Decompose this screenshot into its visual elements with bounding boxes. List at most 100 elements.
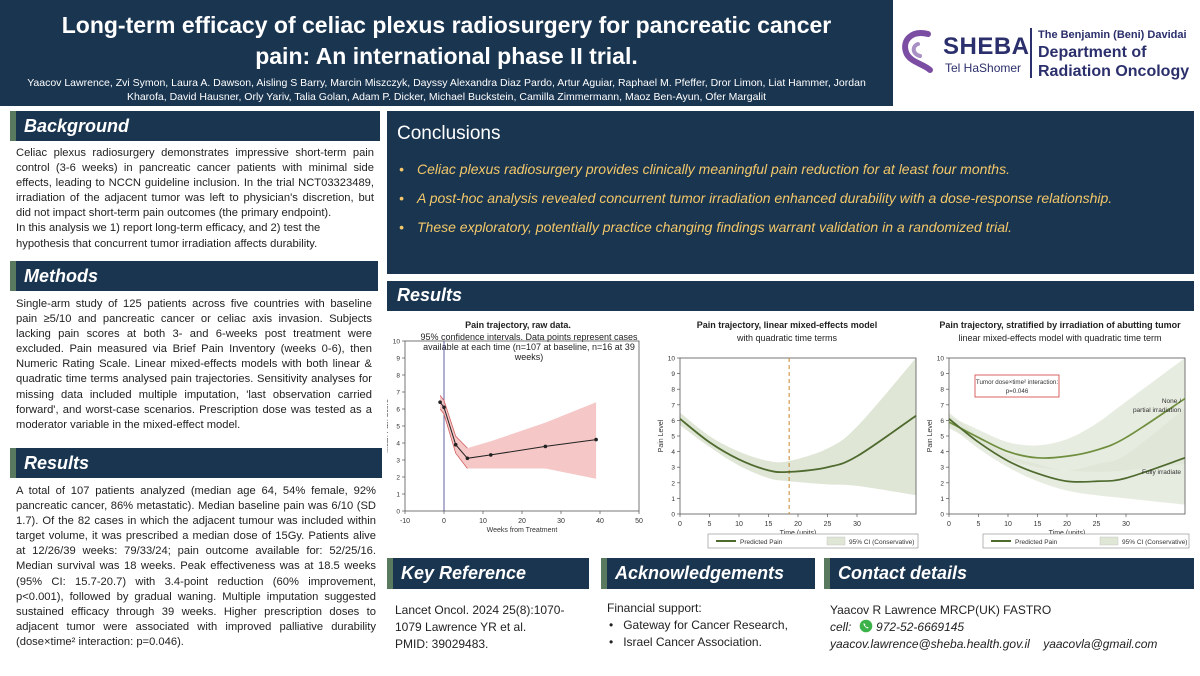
x-tick-label: 20 [518,518,526,525]
y-tick-label: 9 [396,356,400,363]
x-tick-label: 10 [1004,521,1012,528]
data-point [442,405,446,410]
series-label-full: Fully irradiate [1142,469,1181,476]
background-text: Celiac plexus radiosurgery demonstrates … [16,146,374,252]
cell-label: cell: [830,620,852,634]
y-tick-label: 8 [671,387,675,394]
chart-strat-title: Pain trajectory, stratified by irradiati… [939,320,1181,330]
chart-lme-title: Pain trajectory, linear mixed-effects mo… [696,320,878,330]
x-tick-label: 0 [947,521,951,528]
legend-label-ci: 95% CI (Conservative) [849,539,914,546]
y-tick-label: 6 [671,418,675,425]
x-tick-label: 15 [765,521,773,528]
contact-phone-row: cell: 972-52-6669145 [830,619,1194,636]
y-tick-label: 9 [940,371,944,378]
contact-name: Yaacov R Lawrence MRCP(UK) FASTRO [830,603,1052,617]
y-tick-label: 6 [940,418,944,425]
y-tick-label: 7 [396,390,400,397]
reference-line-2: 1079 Lawrence YR et al. [395,620,527,634]
y-tick-label: 9 [671,371,675,378]
contact-text: Yaacov R Lawrence MRCP(UK) FASTRO cell: … [830,602,1194,653]
reference-heading: Key Reference [387,558,589,589]
y-tick-label: 0 [396,509,400,516]
ack-item-text: Gateway for Cancer Research, [623,618,788,632]
conclusion-text: A post-hoc analysis revealed concurrent … [417,190,1113,206]
conclusions-heading: Conclusions [397,123,501,144]
chart-raw-panel: Pain trajectory, raw data. 95% confidenc… [387,316,649,542]
conclusion-text: Celiac plexus radiosurgery provides clin… [417,161,1010,177]
chart-strat-panel: Pain trajectory, stratified by irradiati… [927,316,1193,550]
y-tick-label: 10 [668,356,676,363]
annotation-line-2: p=0.046 [1006,388,1029,395]
x-tick-label: 30 [1122,521,1130,528]
y-axis-label: Pain Level [927,419,934,452]
conclusions-list: • Celiac plexus radiosurgery provides cli… [387,145,1194,242]
x-tick-label: 20 [794,521,802,528]
x-tick-label: 5 [708,521,712,528]
bullet-icon: • [609,618,624,632]
ack-intro: Financial support: [607,601,702,615]
data-point [453,442,458,447]
x-tick-label: 25 [824,521,832,528]
x-tick-label: 30 [853,521,861,528]
contact-email-row: yaacov.lawrence@sheba.health.gov.il yaac… [830,636,1194,653]
ci-band [440,395,597,479]
y-tick-label: 2 [396,475,400,482]
y-tick-label: 3 [671,465,675,472]
bullet-icon: • [399,161,404,177]
email-secondary[interactable]: yaacovla@gmail.com [1043,637,1158,651]
ack-item-text: Israel Cancer Association. [623,635,762,649]
sheba-subtitle: Tel HaShomer [945,61,1022,75]
x-tick-label: 40 [596,518,604,525]
x-tick-label: 30 [557,518,565,525]
results-text-heading: Results [10,448,382,478]
y-tick-label: 4 [940,449,944,456]
ack-item: • Israel Cancer Association. [607,634,817,651]
y-tick-label: 5 [396,424,400,431]
y-tick-label: 5 [671,434,675,441]
x-tick-label: 10 [479,518,487,525]
poster-title: Long-term efficacy of celiac plexus radi… [61,12,832,69]
bullet-icon: • [609,635,624,649]
y-tick-label: 1 [940,496,944,503]
conclusions-panel: Conclusions • Celiac plexus radiosurgery … [387,111,1194,274]
dept-line-3: Radiation Oncology [1038,63,1190,80]
y-tick-label: 7 [940,402,944,409]
data-point [465,456,470,461]
logo-divider [1030,28,1032,78]
x-tick-label: 50 [635,518,643,525]
y-tick-label: 7 [671,402,675,409]
data-point [543,444,548,449]
y-tick-label: 1 [671,496,675,503]
y-tick-label: 8 [396,373,400,380]
series-label-none-2: partial irradiation [1133,407,1181,414]
x-axis-label: Time (units) [1049,530,1086,537]
ci-band-series-2 [949,407,1185,505]
series-line-2 [948,418,1186,483]
email-primary[interactable]: yaacov.lawrence@sheba.health.gov.il [830,637,1030,651]
series-line-1 [948,397,1186,459]
x-tick-label: 0 [678,521,682,528]
legend-label-predicted: Predicted Pain [740,539,783,546]
conclusion-item: • A post-hoc analysis revealed concurrent… [399,184,1194,213]
x-tick-label: -10 [400,518,410,525]
dept-line-1: The Benjamin (Beni) Davidai [1038,29,1187,41]
y-tick-label: 3 [940,465,944,472]
bullet-icon: • [399,190,404,206]
y-tick-label: 0 [671,512,675,519]
reference-text: Lancet Oncol. 2024 25(8):1070- 1079 Lawr… [395,602,590,653]
legend-band-swatch [1099,536,1119,546]
legend-label-predicted: Predicted Pain [1015,539,1058,546]
chart-lme-panel: Pain trajectory, linear mixed-effects mo… [652,316,922,550]
methods-heading: Methods [10,261,378,291]
contact-heading: Contact details [824,558,1194,589]
legend-box [982,533,1190,549]
poster-header: Long-term efficacy of celiac plexus radi… [0,0,893,106]
legend-band-swatch [826,536,846,546]
series-label-none-1: None / [1162,398,1181,405]
phone-number[interactable]: 972-52-6669145 [876,620,965,634]
background-heading: Background [10,111,380,141]
logo-area [893,0,1200,106]
author-list: Yaacov Lawrence, Zvi Symon, Laura A. Daw… [27,77,866,103]
